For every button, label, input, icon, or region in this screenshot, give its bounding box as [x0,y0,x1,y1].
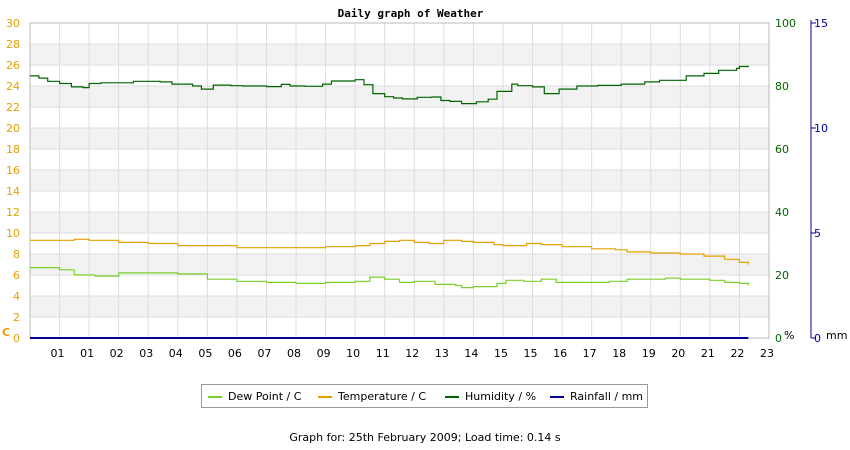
x-tick-label: 20 [671,347,685,360]
grid-band [30,86,769,107]
legend-swatch-temperature [318,395,332,398]
y-left-tick-label: 30 [6,17,20,30]
series-line-temperature-c [30,238,749,265]
y-left-tick-label: 24 [6,80,20,93]
x-tick-label: 19 [642,347,656,360]
y-left-tick-label: 4 [13,290,20,303]
y-left-tick-label: 16 [6,164,20,177]
grid-band [30,44,769,65]
grid-band [30,212,769,233]
series-line-humidity [30,65,749,105]
y-right2-tick-label: 0 [814,332,821,345]
x-tick-label: 14 [464,347,478,360]
x-tick-label: 04 [169,347,183,360]
grid-band [30,170,769,191]
series-line-dew-point-c [30,267,749,289]
y-left-tick-label: 28 [6,38,20,51]
x-tick-label: 09 [317,347,331,360]
x-tick-label: 13 [435,347,449,360]
x-tick-label: 21 [701,347,715,360]
x-tick-label: 16 [553,347,567,360]
y-left-tick-label: 0 [13,332,20,345]
y-right2-tick-label: 10 [814,122,828,135]
legend-label-temperature: Temperature / C [338,390,427,403]
x-tick-label: 01 [80,347,94,360]
y-left-tick-label: 18 [6,143,20,156]
legend-label-dew-point: Dew Point / C [228,390,302,403]
y-left-tick-label: 8 [13,248,20,261]
y-right2-unit-label: mm [826,329,847,342]
grid-band [30,296,769,317]
legend-label-rainfall: Rainfall / mm [570,390,644,403]
x-tick-label: 23 [760,347,774,360]
y-left-tick-label: 14 [6,185,20,198]
legend-swatch-humidity [445,395,459,398]
y-right-tick-label: 0 [775,332,782,345]
y-left-tick-label: 22 [6,101,20,114]
y-left-tick-label: 12 [6,206,20,219]
x-tick-label: 15 [494,347,508,360]
legend-label-humidity: Humidity / % [465,390,537,403]
y-right-tick-label: 100 [775,17,796,30]
y-right-tick-label: 20 [775,269,789,282]
y-left-tick-label: 10 [6,227,20,240]
x-tick-label: 02 [110,347,124,360]
y-left-tick-label: 20 [6,122,20,135]
y-right-tick-label: 60 [775,143,789,156]
legend-swatch-dew-point [208,395,222,398]
x-tick-label: 10 [346,347,360,360]
legend-swatch-rainfall [550,395,564,398]
x-tick-label: 18 [612,347,626,360]
x-tick-label: 17 [583,347,597,360]
x-tick-label: 22 [730,347,744,360]
y-left-tick-label: 6 [13,269,20,282]
y-left-unit-label: C [2,326,10,339]
x-tick-label: 07 [257,347,271,360]
x-tick-label: 08 [287,347,301,360]
legend-item-temperature: Temperature / C [318,390,426,403]
grid-band [30,128,769,149]
y-right2-tick-label: 5 [814,227,821,240]
y-right2-tick-label: 15 [814,17,828,30]
grid-band [30,254,769,275]
y-left-tick-label: 26 [6,59,20,72]
chart-title: Daily graph of Weather [338,7,484,20]
x-tick-label: 01 [51,347,65,360]
x-tick-label: 05 [198,347,212,360]
y-right-tick-label: 80 [775,80,789,93]
legend-item-humidity: Humidity / % [445,390,536,403]
x-tick-label: 11 [376,347,390,360]
x-tick-label: 06 [228,347,242,360]
y-right-tick-label: 40 [775,206,789,219]
x-tick-label: 15 [524,347,538,360]
graph-footer: Graph for: 25th February 2009; Load time… [289,431,561,444]
legend-item-dew-point: Dew Point / C [208,390,301,403]
chart-legend: Dew Point / C Temperature / C Humidity /… [201,384,648,408]
x-tick-label: 12 [405,347,419,360]
x-tick-label: 03 [139,347,153,360]
y-left-tick-label: 2 [13,311,20,324]
y-right-unit-label: % [784,329,794,342]
legend-item-rainfall: Rainfall / mm [550,390,643,403]
